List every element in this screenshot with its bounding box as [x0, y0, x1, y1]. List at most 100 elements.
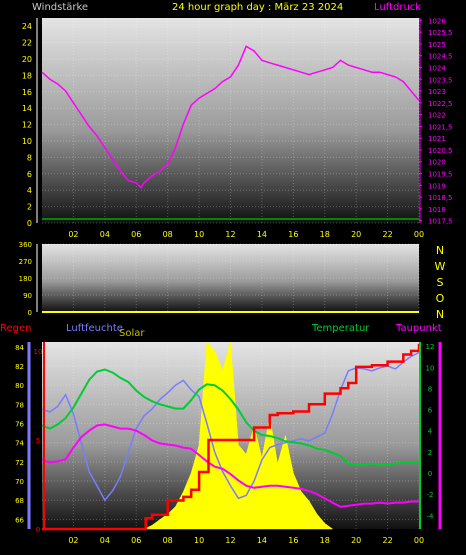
wind-direction-tick-label: 0 [28, 309, 32, 317]
panel-weather-multi-series [41, 341, 421, 531]
pressure-tick-label: 1018,5 [428, 194, 453, 202]
pressure-tick-label: 1023,5 [428, 76, 453, 84]
temperature-tick-label: 8 [428, 385, 432, 393]
x-tick-label: 08 [163, 230, 173, 239]
rain-tick-label: 10 [34, 348, 43, 356]
pressure-tick-label: 1022,5 [428, 100, 453, 108]
x-tick-label: 18 [320, 536, 330, 545]
x-tick-label: 16 [288, 230, 298, 239]
panel-weather-multi: 02 04 06 08 10 12 14 16 18 20 22 006668707274767880… [15, 341, 442, 545]
series-line-regen [42, 343, 421, 531]
pressure-tick-label: 1017,5 [428, 218, 453, 226]
panel-weather-multi-axes: 02 04 06 08 10 12 14 16 18 20 22 006668707274767880… [15, 342, 442, 545]
wind-speed-tick-label: 24 [22, 22, 32, 31]
panel-wind-pressure-grid [42, 18, 420, 224]
wind-direction-tick-label: 270 [19, 258, 32, 266]
x-tick-label: 06 [131, 230, 141, 239]
pressure-tick-label: 1022 [428, 112, 446, 120]
panel-wind-pressure-background [42, 18, 419, 223]
humidity-tick-label: 70 [15, 478, 24, 486]
x-tick-label: 00 [414, 536, 424, 545]
pressure-tick-label: 1018 [428, 206, 446, 214]
x-tick-label: 22 [382, 536, 392, 545]
wind-speed-tick-label: 18 [22, 71, 32, 80]
x-tick-label: 12 [225, 536, 235, 545]
rain-axis-label: Regen [0, 323, 32, 334]
x-tick-label: 08 [163, 536, 173, 545]
wind-speed-axis-label: Windstärke [32, 2, 88, 13]
series-line-taupunkt [41, 423, 419, 508]
humidity-tick-label: 82 [15, 363, 24, 371]
temperature-tick-label: -4 [427, 512, 435, 520]
x-tick-label: 04 [100, 536, 110, 545]
series-area-solar [143, 341, 334, 530]
wind-speed-tick-label: 4 [27, 186, 32, 195]
wind-speed-tick-label: 10 [22, 137, 32, 146]
pressure-tick-label: 1021 [428, 135, 446, 143]
humidity-tick-label: 74 [15, 440, 24, 448]
chart-title: 24 hour graph day : März 23 2024 [172, 2, 343, 13]
compass-direction-label: W [435, 260, 446, 273]
compass-direction-label: O [436, 292, 445, 305]
wind-direction-tick-label: 360 [19, 241, 32, 249]
humidity-tick-label: 76 [15, 421, 24, 429]
x-tick-label: 22 [382, 230, 392, 239]
humidity-tick-label: 72 [15, 459, 24, 467]
x-tick-label: 04 [100, 230, 110, 239]
pressure-axis-label: Luftdruck [374, 2, 421, 13]
x-tick-label: 00 [414, 230, 424, 239]
pressure-tick-label: 1019,5 [428, 171, 453, 179]
pressure-tick-label: 1019 [428, 182, 446, 190]
humidity-axis-label: Luftfeuchte [66, 323, 123, 334]
temperature-axis-label: Temperatur [311, 323, 370, 334]
panel-wind-direction-background [42, 244, 419, 312]
panel-wind-pressure-axes: 02 04 06 08 10 12 14 16 18 20 22 000246810121416182… [22, 17, 453, 239]
humidity-tick-label: 78 [15, 401, 24, 409]
pressure-tick-label: 1020 [428, 159, 446, 167]
pressure-tick-label: 1023 [428, 88, 446, 96]
dewpoint-axis-label: Taupunkt [395, 323, 442, 334]
pressure-tick-label: 1025,5 [428, 29, 453, 37]
wind-speed-tick-label: 8 [27, 153, 32, 162]
pressure-tick-label: 1020,5 [428, 147, 453, 155]
wind-speed-tick-label: 0 [27, 219, 32, 228]
panel-wind-pressure-series [41, 45, 420, 220]
wind-speed-tick-label: 6 [27, 170, 32, 179]
pressure-tick-label: 1026 [428, 17, 446, 25]
temperature-tick-label: 4 [428, 428, 433, 436]
panel-wind-pressure: 02 04 06 08 10 12 14 16 18 20 22 000246810121416182… [22, 17, 453, 239]
compass-direction-label: N [436, 244, 444, 257]
compass-direction-label: N [436, 308, 444, 321]
pressure-tick-label: 1021,5 [428, 123, 453, 131]
wind-speed-tick-label: 12 [22, 121, 32, 130]
series-line-pressure [41, 45, 420, 189]
wind-direction-tick-label: 180 [19, 275, 32, 283]
wind-speed-tick-label: 2 [27, 203, 32, 212]
pressure-tick-label: 1025 [428, 41, 446, 49]
temperature-tick-label: 6 [428, 407, 433, 415]
temperature-tick-label: 2 [428, 449, 432, 457]
x-tick-label: 14 [257, 536, 267, 545]
temperature-tick-label: -2 [427, 491, 434, 499]
x-tick-label: 02 [68, 536, 78, 545]
temperature-tick-label: 12 [426, 343, 435, 351]
x-tick-label: 10 [194, 536, 204, 545]
x-tick-label: 20 [351, 536, 361, 545]
pressure-tick-label: 1024 [428, 64, 446, 72]
x-tick-label: 12 [225, 230, 235, 239]
humidity-tick-label: 68 [15, 497, 24, 505]
x-tick-label: 10 [194, 230, 204, 239]
wind-speed-tick-label: 22 [22, 39, 32, 48]
x-tick-label: 18 [320, 230, 330, 239]
pressure-tick-label: 1024,5 [428, 53, 453, 61]
temperature-tick-label: 0 [428, 470, 432, 478]
x-tick-label: 16 [288, 536, 298, 545]
wind-speed-tick-label: 14 [22, 104, 32, 113]
panel-wind-direction-grid [42, 243, 420, 313]
humidity-tick-label: 84 [15, 344, 24, 352]
humidity-tick-label: 66 [15, 516, 24, 524]
rain-tick-label: 5 [36, 437, 40, 445]
